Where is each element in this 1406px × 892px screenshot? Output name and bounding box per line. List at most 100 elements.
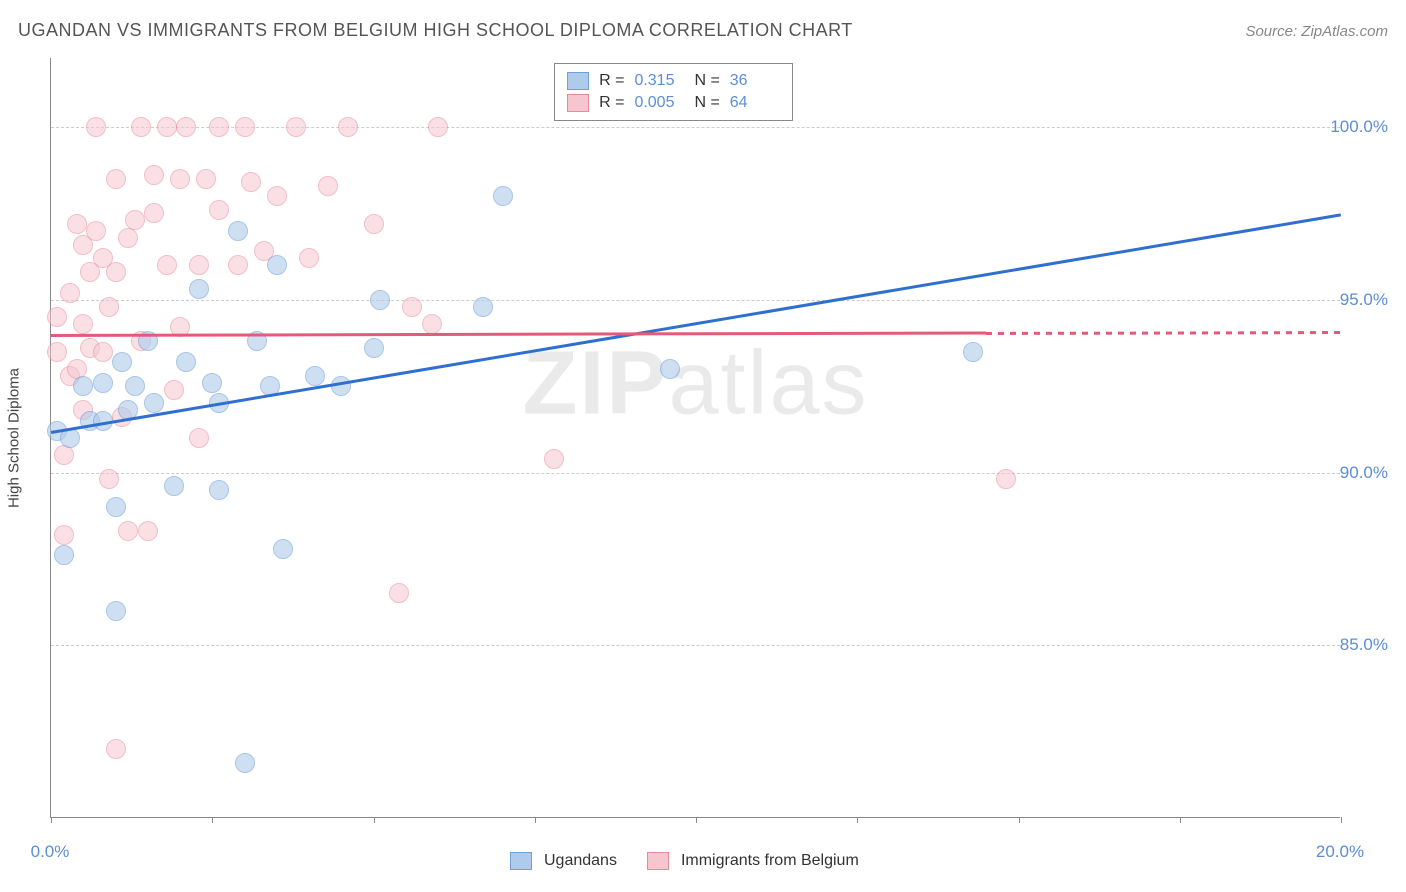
- data-point: [106, 601, 126, 621]
- data-point: [93, 342, 113, 362]
- data-point: [235, 117, 255, 137]
- gridline: [51, 473, 1340, 474]
- data-point: [157, 117, 177, 137]
- legend-swatch: [567, 94, 589, 112]
- data-point: [473, 297, 493, 317]
- data-point: [209, 200, 229, 220]
- data-point: [202, 373, 222, 393]
- data-point: [235, 753, 255, 773]
- data-point: [138, 521, 158, 541]
- data-point: [86, 221, 106, 241]
- data-point: [47, 342, 67, 362]
- data-point: [338, 117, 358, 137]
- data-point: [209, 117, 229, 137]
- x-tick: [1180, 817, 1181, 823]
- data-point: [131, 117, 151, 137]
- trend-line-dash: [986, 331, 1341, 334]
- x-tick: [535, 817, 536, 823]
- data-point: [144, 203, 164, 223]
- x-tick: [1019, 817, 1020, 823]
- legend-series-label: Ugandans: [544, 852, 617, 870]
- x-tick-label: 20.0%: [1316, 842, 1364, 862]
- data-point: [228, 255, 248, 275]
- data-point: [106, 497, 126, 517]
- data-point: [963, 342, 983, 362]
- y-tick-label: 95.0%: [1340, 290, 1388, 310]
- plot-area: ZIPatlas R =0.315N =36R =0.005N =64: [50, 58, 1340, 818]
- data-point: [493, 186, 513, 206]
- data-point: [54, 445, 74, 465]
- legend-swatch: [647, 852, 669, 870]
- data-point: [164, 476, 184, 496]
- data-point: [176, 117, 196, 137]
- data-point: [176, 352, 196, 372]
- data-point: [106, 169, 126, 189]
- data-point: [209, 480, 229, 500]
- data-point: [241, 172, 261, 192]
- data-point: [273, 539, 293, 559]
- watermark-atlas: atlas: [668, 334, 868, 434]
- y-tick-label: 90.0%: [1340, 463, 1388, 483]
- legend-n-value: 64: [730, 94, 780, 112]
- gridline: [51, 645, 1340, 646]
- data-point: [118, 228, 138, 248]
- data-point: [99, 469, 119, 489]
- legend-stats-row: R = 0.315 N = 36: [567, 70, 780, 92]
- data-point: [106, 262, 126, 282]
- x-tick: [374, 817, 375, 823]
- data-point: [144, 393, 164, 413]
- legend-r-label: R =: [599, 72, 624, 90]
- legend-swatch: [510, 852, 532, 870]
- chart-header: UGANDAN VS IMMIGRANTS FROM BELGIUM HIGH …: [18, 20, 1388, 41]
- data-point: [267, 255, 287, 275]
- legend-r-label: R =: [599, 94, 624, 112]
- data-point: [389, 583, 409, 603]
- trend-line: [51, 332, 986, 337]
- data-point: [660, 359, 680, 379]
- legend-r-value: 0.005: [634, 94, 684, 112]
- data-point: [364, 214, 384, 234]
- data-point: [189, 279, 209, 299]
- legend-bottom: Ugandans Immigrants from Belgium: [510, 852, 877, 870]
- x-tick: [212, 817, 213, 823]
- data-point: [106, 739, 126, 759]
- data-point: [402, 297, 422, 317]
- legend-n-label: N =: [694, 72, 719, 90]
- x-tick: [857, 817, 858, 823]
- chart-container: UGANDAN VS IMMIGRANTS FROM BELGIUM HIGH …: [0, 0, 1406, 892]
- data-point: [67, 214, 87, 234]
- data-point: [305, 366, 325, 386]
- data-point: [157, 255, 177, 275]
- data-point: [47, 307, 67, 327]
- watermark: ZIPatlas: [522, 333, 868, 436]
- data-point: [125, 376, 145, 396]
- data-point: [118, 521, 138, 541]
- data-point: [54, 545, 74, 565]
- data-point: [996, 469, 1016, 489]
- legend-r-value: 0.315: [634, 72, 684, 90]
- data-point: [428, 117, 448, 137]
- legend-stats: R =0.315N =36R =0.005N =64: [554, 63, 793, 121]
- legend-stats-row: R =0.005N =64: [567, 92, 780, 114]
- chart-title: UGANDAN VS IMMIGRANTS FROM BELGIUM HIGH …: [18, 20, 853, 41]
- data-point: [189, 428, 209, 448]
- data-point: [318, 176, 338, 196]
- data-point: [93, 373, 113, 393]
- data-point: [99, 297, 119, 317]
- data-point: [286, 117, 306, 137]
- data-point: [196, 169, 216, 189]
- chart-source: Source: ZipAtlas.com: [1245, 23, 1388, 40]
- data-point: [86, 117, 106, 137]
- data-point: [364, 338, 384, 358]
- data-point: [189, 255, 209, 275]
- gridline: [51, 300, 1340, 301]
- data-point: [112, 352, 132, 372]
- data-point: [331, 376, 351, 396]
- data-point: [125, 210, 145, 230]
- data-point: [267, 186, 287, 206]
- data-point: [144, 165, 164, 185]
- data-point: [73, 314, 93, 334]
- legend-n-value: 36: [730, 72, 780, 90]
- legend-series-label: Immigrants from Belgium: [681, 852, 859, 870]
- data-point: [164, 380, 184, 400]
